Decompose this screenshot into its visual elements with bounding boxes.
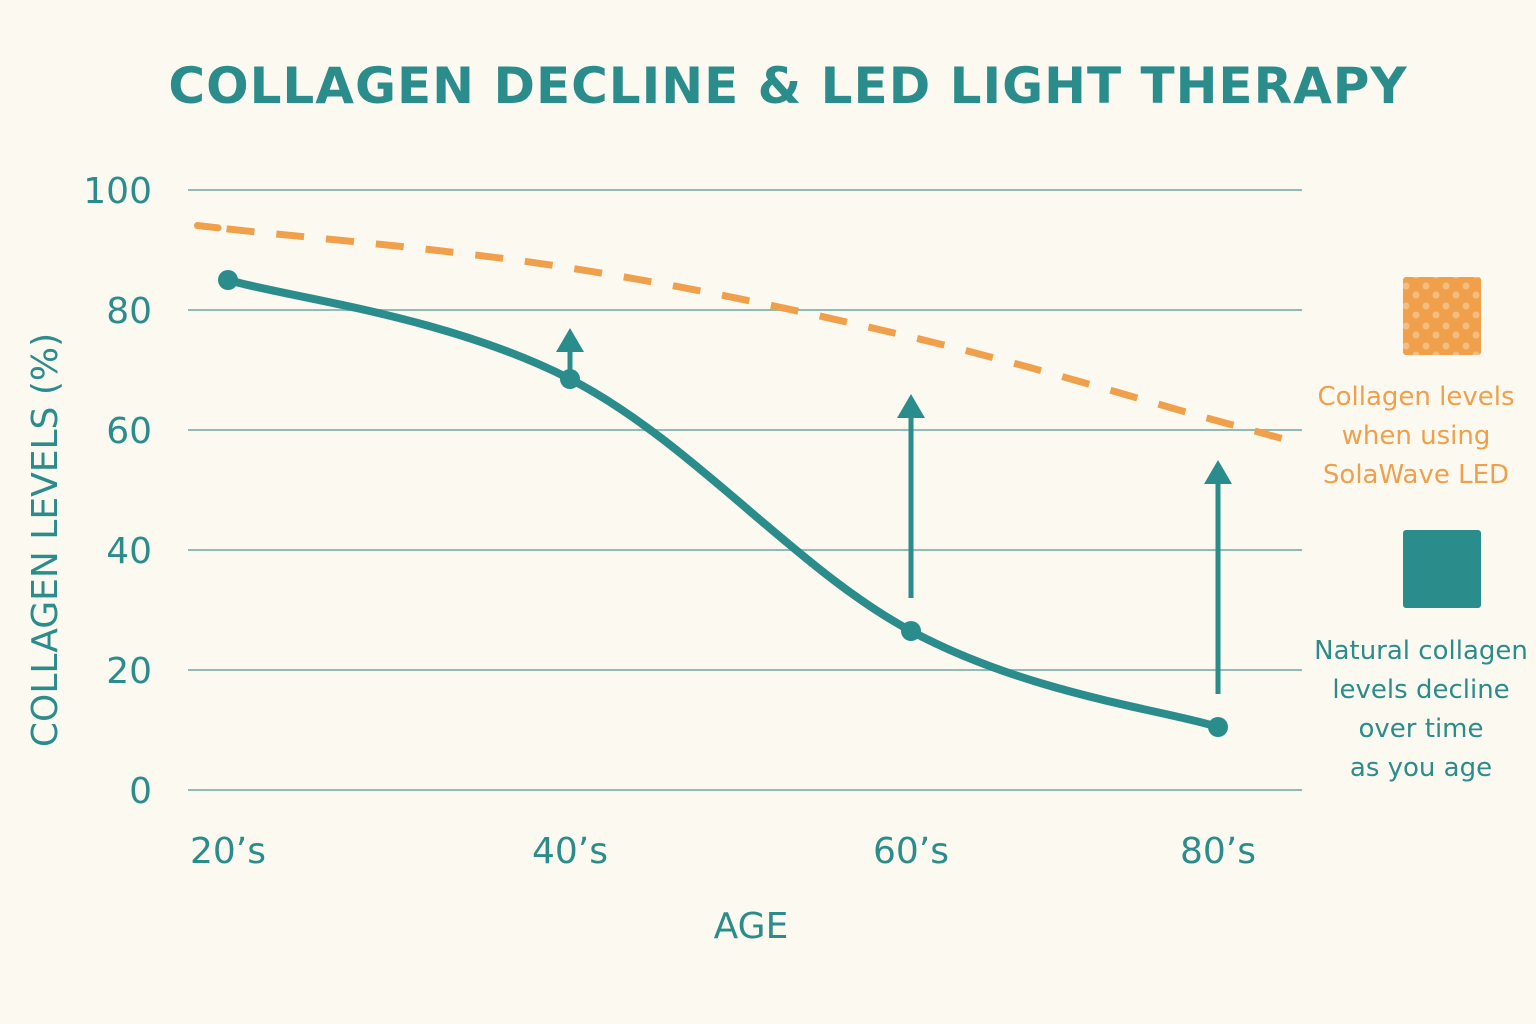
data-point [1208, 717, 1228, 737]
x-tick-label: 20’s [190, 831, 266, 872]
chart-title: COLLAGEN DECLINE & LED LIGHT THERAPY [168, 57, 1407, 115]
y-tick-label: 100 [83, 171, 152, 212]
y-tick-label: 0 [129, 771, 152, 812]
legend-label-natural: levels decline [1332, 675, 1509, 705]
y-tick-label: 80 [106, 291, 152, 332]
improvement-arrow [556, 328, 584, 370]
series-line-led [194, 222, 1285, 443]
legend-label-led: when using [1342, 421, 1491, 451]
data-point [218, 270, 238, 290]
legend-label-natural: over time [1359, 714, 1484, 744]
legend: Collagen levels when using SolaWave LED Nat… [1314, 277, 1528, 783]
y-axis-label: COLLAGEN LEVELS (%) [25, 333, 66, 747]
grid-lines [188, 189, 1302, 791]
x-axis-ticks: 20’s 40’s 60’s 80’s [190, 831, 1256, 872]
x-tick-label: 60’s [873, 831, 949, 872]
series-lines [194, 222, 1285, 731]
y-axis-ticks: 0 20 40 60 80 100 [83, 171, 152, 812]
data-markers [218, 270, 1228, 737]
data-point [901, 621, 921, 641]
improvement-arrow [1204, 460, 1232, 694]
y-tick-label: 40 [106, 531, 152, 572]
x-axis-label: AGE [714, 906, 789, 947]
legend-swatch-natural [1403, 530, 1481, 608]
x-tick-label: 40’s [532, 831, 608, 872]
x-tick-label: 80’s [1180, 831, 1256, 872]
data-point [560, 369, 580, 389]
improvement-arrows [556, 328, 1232, 694]
y-tick-label: 60 [106, 411, 152, 452]
legend-label-led: Collagen levels [1317, 382, 1514, 412]
series-line-natural [224, 276, 1222, 731]
legend-label-natural: as you age [1350, 753, 1492, 783]
improvement-arrow [897, 394, 925, 598]
legend-swatch-led [1403, 277, 1481, 355]
legend-label-led: SolaWave LED [1323, 460, 1509, 490]
legend-label-natural: Natural collagen [1314, 636, 1528, 666]
y-tick-label: 20 [106, 651, 152, 692]
